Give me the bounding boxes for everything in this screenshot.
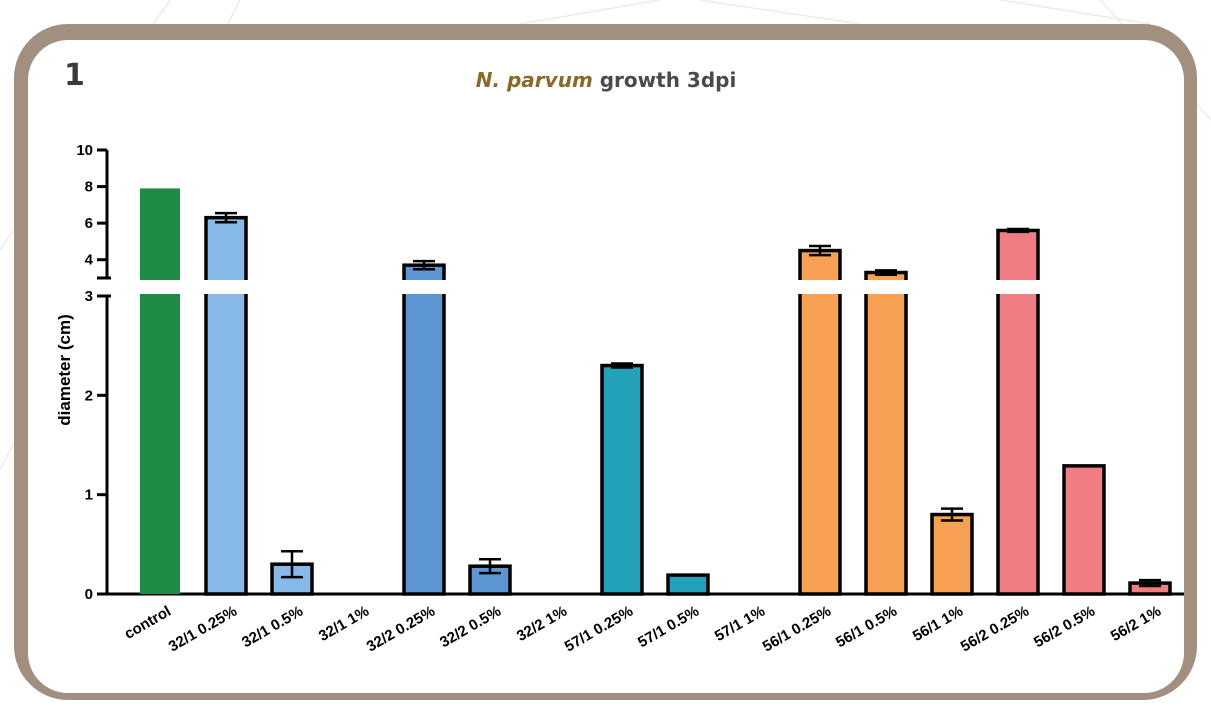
bar: [204, 215, 248, 596]
y-tick-label: 0: [85, 586, 93, 603]
bar-break-gap: [202, 280, 250, 294]
x-category-label: 56/2 0.5%: [1031, 603, 1098, 652]
bar-break-gap: [136, 280, 184, 294]
panel-number: 1: [64, 58, 85, 93]
x-category-label: control: [121, 603, 174, 643]
x-category-label: 56/1 0.5%: [833, 603, 900, 652]
x-category-label: 32/1 0.25%: [166, 603, 240, 656]
bar-break-gap: [994, 280, 1042, 294]
y-tick-label: 2: [85, 387, 93, 404]
chart-title-italic: N. parvum: [475, 68, 593, 92]
panel-frame: 1 N. parvum growth 3dpi 0 1 2 3 4 6 8 10 diamete…: [14, 24, 1197, 700]
panel-inner: 1 N. parvum growth 3dpi 0 1 2 3 4 6 8 10 diamete…: [28, 40, 1184, 693]
x-category-label: 32/2 0.25%: [364, 603, 438, 656]
bar: [140, 188, 180, 594]
y-tick-label: 8: [85, 179, 93, 196]
bar-break-gap: [862, 280, 910, 294]
y-axis-label: diameter (cm): [55, 314, 74, 425]
y-tick-label: 1: [85, 487, 93, 504]
bar-break-gap: [796, 280, 844, 294]
x-category-label: 32/2 1%: [514, 603, 570, 645]
bar: [864, 270, 908, 596]
y-tick-label: 6: [85, 215, 93, 232]
chart-title: N. parvum growth 3dpi: [28, 68, 1184, 92]
bar: [600, 363, 644, 596]
bar: [666, 573, 710, 596]
x-category-label: 56/1 0.25%: [760, 603, 834, 656]
x-category-label: 56/2 0.25%: [958, 603, 1032, 656]
bar: [930, 512, 974, 596]
x-category-label: 56/2 1%: [1108, 603, 1164, 645]
x-category-label: 32/2 0.5%: [437, 603, 504, 652]
x-category-label: 57/1 0.25%: [562, 603, 636, 656]
x-category-label: 57/1 0.5%: [635, 603, 702, 652]
bar: [798, 248, 842, 596]
x-category-label: 32/1 0.5%: [239, 603, 306, 652]
chart-title-rest: growth 3dpi: [592, 68, 737, 92]
y-tick-label: 4: [85, 252, 94, 269]
bar: [402, 263, 446, 596]
y-tick-label: 10: [76, 142, 93, 159]
bar-break-gap: [400, 280, 448, 294]
x-category-label: 56/1 1%: [910, 603, 966, 645]
y-tick-label: 3: [85, 288, 93, 305]
bar: [1062, 464, 1106, 596]
x-category-label: 57/1 1%: [712, 603, 768, 645]
x-category-label: 32/1 1%: [316, 603, 372, 645]
